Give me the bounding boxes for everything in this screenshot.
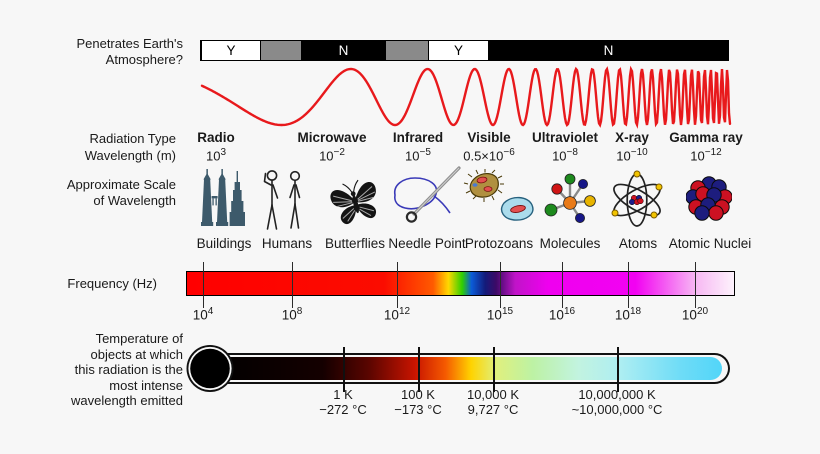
band-infrared: Infrared 10−5 <box>393 130 443 163</box>
frequency-tick-line <box>500 262 501 308</box>
band-name: Microwave <box>297 130 367 145</box>
band-visible: Visible 0.5×10−6 <box>463 130 515 163</box>
frequency-bar <box>186 271 735 296</box>
band-name: Gamma ray <box>669 130 743 145</box>
atmosphere-segment <box>386 41 428 60</box>
frequency-tick-line <box>292 262 293 308</box>
frequency-tick-label: 1015 <box>486 306 514 323</box>
frequency-tick-line <box>397 262 398 308</box>
band-wavelength: 10−2 <box>319 147 345 164</box>
temperature-tick-label: 100 K −173 °C <box>394 387 442 417</box>
temperature-tick-label: 10,000 K 9,727 °C <box>466 387 520 417</box>
temperature-tick-line <box>493 347 495 392</box>
scale-item-label-molecules: Molecules <box>539 236 601 251</box>
temperature-kelvin: 1 K <box>333 387 353 402</box>
frequency-tick-line <box>203 262 204 308</box>
band-ultraviolet: Ultraviolet 10−8 <box>532 130 598 163</box>
temperature-label: Temperature of objects at which this rad… <box>70 331 183 408</box>
frequency-tick-line <box>695 262 696 308</box>
band-wavelength: 10−5 <box>405 147 431 164</box>
radiation-type-label: Radiation Type <box>89 131 177 146</box>
band-wavelength: 10−10 <box>616 147 648 164</box>
temperature-tick-line <box>343 347 345 392</box>
temperature-celsius: −173 °C <box>394 401 442 417</box>
temperature-celsius: −272 °C <box>319 401 367 417</box>
nucleus-icon <box>686 176 732 221</box>
frequency-tick-label: 1016 <box>548 306 576 323</box>
frequency-tick-label: 1012 <box>383 306 411 323</box>
scale-item-label-atomic-nuclei: Atomic Nuclei <box>668 236 752 251</box>
wavelength-label: Wavelength (m) <box>84 148 176 163</box>
temperature-celsius: 9,727 °C <box>467 401 519 417</box>
atmosphere-segment-N: N <box>301 41 386 60</box>
temperature-kelvin: 10,000 K <box>466 387 520 402</box>
temperature-tick-line <box>418 347 420 392</box>
atom-icon <box>611 170 663 227</box>
molecule-icon <box>544 173 596 224</box>
temperature-tick-line <box>617 347 619 392</box>
frequency-tick-label: 1020 <box>681 306 709 323</box>
band-name: X-ray <box>615 130 649 145</box>
band-microwave: Microwave 10−2 <box>297 130 366 163</box>
atmosphere-label: Penetrates Earth's Atmosphere? <box>76 36 183 67</box>
atmosphere-segment <box>261 41 301 60</box>
thermometer <box>186 345 730 392</box>
needle-icon <box>393 166 461 223</box>
frequency-label: Frequency (Hz) <box>67 276 157 291</box>
scale-item-label-humans: Humans <box>261 236 313 251</box>
band-name: Infrared <box>392 130 444 145</box>
band-wavelength: 10−12 <box>690 147 722 164</box>
band-name: Ultraviolet <box>531 130 599 145</box>
scale-item-label-buildings: Buildings <box>196 236 252 251</box>
frequency-tick-label: 1018 <box>614 306 642 323</box>
frequency-tick-label: 108 <box>281 306 303 323</box>
temperature-kelvin: 10,000,000 K <box>578 387 656 402</box>
band-x-ray: X-ray 10−10 <box>615 130 649 163</box>
atmosphere-segment-Y: Y <box>428 41 489 60</box>
scale-item-label-butterflies: Butterflies <box>324 236 386 251</box>
protozoan-icon <box>463 169 534 221</box>
band-name: Visible <box>467 130 511 145</box>
scale-item-label-needle-point: Needle Point <box>388 236 466 251</box>
scale-label: Approximate Scale of Wavelength <box>66 177 176 208</box>
em-wave <box>200 65 732 129</box>
band-wavelength: 10−8 <box>552 147 578 164</box>
band-radio: Radio 103 <box>197 130 235 163</box>
frequency-tick-line <box>628 262 629 308</box>
atmosphere-segment-N: N <box>489 41 728 60</box>
temperature-celsius: ~10,000,000 °C <box>571 401 663 417</box>
band-wavelength: 0.5×10−6 <box>463 147 515 164</box>
atmosphere-segment-Y: Y <box>201 41 261 60</box>
temperature-kelvin: 100 K <box>401 387 435 402</box>
temperature-tick-label: 1 K −272 °C <box>319 387 367 417</box>
band-gamma-ray: Gamma ray 10−12 <box>669 130 743 163</box>
band-wavelength: 103 <box>205 147 227 164</box>
scale-item-label-atoms: Atoms <box>618 236 658 251</box>
buildings-icon <box>201 169 245 226</box>
scale-item-label-protozoans: Protozoans <box>464 236 534 251</box>
frequency-tick-label: 104 <box>192 306 214 323</box>
temperature-tick-label: 10,000,000 K ~10,000,000 °C <box>571 387 663 417</box>
band-name: Radio <box>197 130 235 145</box>
humans-icon <box>263 170 301 230</box>
butterfly-icon <box>330 179 377 225</box>
frequency-tick-line <box>562 262 563 308</box>
